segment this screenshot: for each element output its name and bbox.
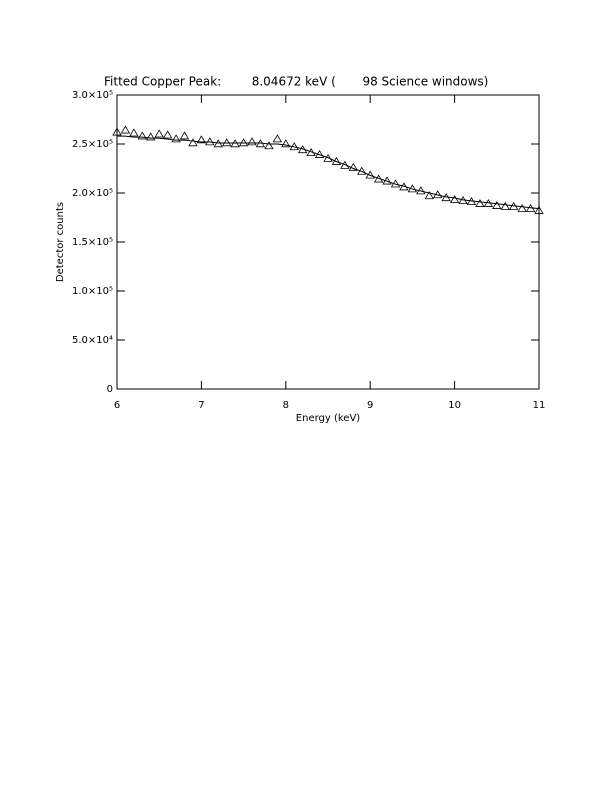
data-point: [492, 200, 502, 209]
data-point: [348, 162, 359, 171]
chart-title: Fitted Copper Peak: 8.04672 keV ( 98 Sci…: [104, 75, 488, 89]
data-point: [424, 191, 434, 200]
data-point: [154, 129, 164, 138]
data-point: [264, 141, 274, 150]
x-tick-label: 6: [114, 400, 120, 411]
data-point: [179, 131, 190, 140]
data-point: [171, 134, 181, 143]
data-point: [120, 125, 131, 134]
y-axis-title: Detector counts: [55, 202, 66, 282]
x-tick-label: 9: [367, 400, 373, 411]
data-point: [162, 130, 173, 139]
x-tick-label: 7: [198, 400, 204, 411]
x-tick-label: 10: [448, 400, 461, 411]
y-tick-label: 1.5×10⁵: [72, 237, 113, 248]
fit-line: [117, 135, 540, 210]
data-point: [272, 134, 283, 143]
data-point: [238, 138, 249, 147]
y-tick-label: 2.5×10⁵: [72, 139, 113, 150]
data-point: [188, 138, 198, 147]
y-tick-label: 2.0×10⁵: [72, 188, 113, 199]
data-point: [112, 127, 122, 136]
x-tick-label: 11: [533, 400, 546, 411]
data-point: [281, 139, 291, 148]
y-tick-label: 1.0×10⁵: [72, 286, 113, 297]
x-tick-label: 8: [283, 400, 289, 411]
y-tick-label: 5.0×10⁴: [72, 335, 113, 346]
data-point: [475, 198, 485, 207]
data-point: [517, 203, 527, 212]
data-point: [129, 128, 139, 137]
y-tick-label: 3.0×10⁵: [72, 90, 113, 101]
data-point: [247, 137, 257, 146]
data-point: [146, 132, 156, 141]
data-point: [500, 201, 510, 210]
data-point: [137, 131, 148, 140]
y-tick-label: 0: [107, 384, 113, 395]
data-point: [222, 138, 232, 147]
data-point: [534, 205, 544, 214]
data-point: [205, 137, 215, 146]
data-point: [449, 195, 460, 204]
x-axis-title: Energy (keV): [296, 413, 361, 424]
data-point: [196, 135, 207, 144]
